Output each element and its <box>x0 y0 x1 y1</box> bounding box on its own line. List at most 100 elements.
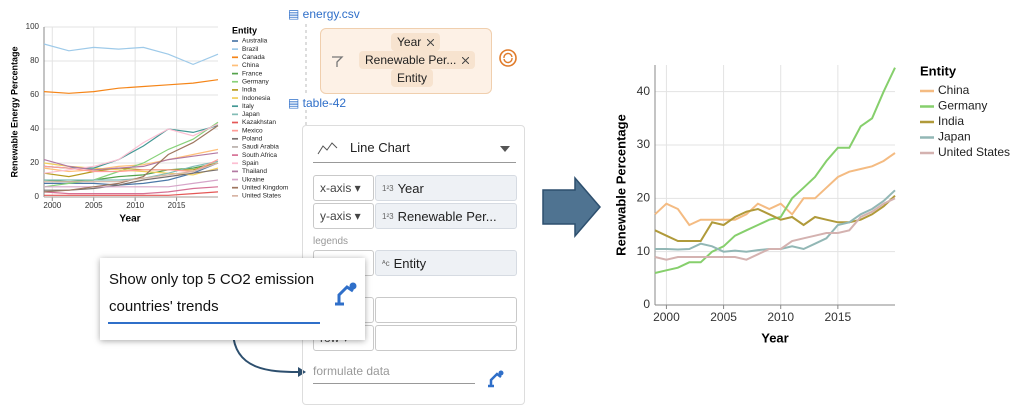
legend-label: Japan <box>242 111 260 118</box>
legend-label: Italy <box>242 103 255 110</box>
chip[interactable]: Year <box>391 33 441 51</box>
type-icon: ᴬc <box>382 258 390 268</box>
series-line <box>43 148 219 173</box>
legend-label: Germany <box>938 99 987 113</box>
link-arrow <box>232 332 299 373</box>
field[interactable]: ᴬc Entity <box>375 250 517 276</box>
derive-box: Year Renewable Per... Entity <box>320 28 492 94</box>
series-line <box>654 197 896 261</box>
y-tick-label: 20 <box>637 191 651 205</box>
y-tick-label: 20 <box>30 158 39 167</box>
series-line <box>44 179 219 188</box>
x-tick-label: 2005 <box>85 201 103 210</box>
legend-label: Spain <box>242 160 259 167</box>
chip-close[interactable] <box>427 38 435 46</box>
legend-label: India <box>938 114 964 128</box>
y-tick-label: 30 <box>637 137 651 151</box>
legend-label: Japan <box>938 130 971 144</box>
series-line <box>43 123 219 174</box>
legend-label: Brazil <box>242 46 259 53</box>
x-tick-label: 2000 <box>43 201 61 210</box>
x-tick-label: 2010 <box>767 310 794 324</box>
legend-label: Australia <box>242 38 268 45</box>
field[interactable]: 1²3 Renewable Per... <box>375 203 517 229</box>
prompt-line: countries' trends <box>109 298 219 315</box>
y-tick-label: 100 <box>26 22 40 31</box>
legend-label: China <box>938 83 970 97</box>
y-tick-label: 0 <box>643 297 650 311</box>
legend-label: Ukraine <box>242 176 265 183</box>
chip-close[interactable] <box>462 56 470 64</box>
legend-label: Mexico <box>242 127 263 134</box>
field[interactable] <box>375 297 517 323</box>
series-line <box>654 67 896 274</box>
legend-label: United Kingdom <box>242 184 288 191</box>
chart-icon <box>317 142 338 155</box>
series-line <box>43 162 219 178</box>
series-line <box>43 152 219 171</box>
legend-label: France <box>242 70 263 77</box>
chip-label: Entity <box>397 71 428 85</box>
channel: x-axis <box>320 181 352 195</box>
legend-label: Thailand <box>242 168 267 175</box>
series-line <box>44 160 219 181</box>
x-tick-label: 2005 <box>710 310 737 324</box>
legend-label: Poland <box>242 136 263 143</box>
legend-label: Germany <box>242 78 269 85</box>
x-tick-label: 2010 <box>126 201 144 210</box>
legend-label: Canada <box>242 54 265 61</box>
legend-label: Saudi Arabia <box>242 144 279 151</box>
y-axis-title: Renewable Percentage <box>613 114 628 256</box>
legend-title: Entity <box>920 63 957 78</box>
submit-button[interactable] <box>332 280 358 306</box>
y-axis-title: Renewable Energy Percentage <box>9 46 19 177</box>
refresh-button[interactable] <box>498 48 518 68</box>
prompt-box[interactable]: Show only top 5 CO2 emission countries' … <box>100 258 365 340</box>
legend-label: Indonesia <box>242 95 271 102</box>
formulate-input[interactable]: formulate data <box>313 364 475 384</box>
chip[interactable]: Renewable Per... <box>359 51 476 69</box>
legend-label: India <box>242 87 256 94</box>
source-file[interactable]: energy.csv <box>302 7 360 21</box>
dropdown-caret[interactable] <box>500 146 510 152</box>
type-icon: 1²3 <box>382 183 394 193</box>
series-line <box>44 162 219 183</box>
legend-label: China <box>242 62 259 69</box>
chip[interactable]: Entity <box>391 69 434 87</box>
y-tick-label: 60 <box>30 90 39 99</box>
formulate-button[interactable] <box>485 368 505 388</box>
table[interactable]: ▤ table-42 <box>288 96 347 110</box>
transform-arrow <box>542 175 601 239</box>
field-name: Entity <box>393 255 427 271</box>
y-tick-label: 10 <box>637 244 651 258</box>
source[interactable]: ▤ energy.csv <box>288 7 360 21</box>
series-line <box>44 191 219 196</box>
type-icon: 1²3 <box>382 211 394 221</box>
derive-icon <box>332 56 344 67</box>
field-name: Year <box>397 180 424 196</box>
x-tick-label: 2000 <box>653 310 680 324</box>
x-tick-label: 2015 <box>825 310 852 324</box>
channel: y-axis <box>320 209 352 223</box>
legend-label: United States <box>242 193 282 200</box>
y-tick-label: 0 <box>35 192 40 201</box>
field[interactable]: 1²3 Year <box>375 175 517 201</box>
field[interactable] <box>375 325 517 351</box>
prompt-line: Show only top 5 CO2 emission <box>109 271 315 288</box>
chart-type[interactable]: Line Chart <box>350 140 410 155</box>
x-tick-label: 2015 <box>168 201 186 210</box>
legend-label: Kazakhstan <box>242 119 276 126</box>
series-line <box>43 125 219 169</box>
x-axis-title: Year <box>761 330 788 345</box>
x-axis-title: Year <box>119 214 140 225</box>
legend-label: United States <box>938 145 1010 159</box>
section-label: legends <box>313 236 349 247</box>
chip-label: Renewable Per... <box>365 53 457 67</box>
series-line <box>43 186 219 195</box>
channel-select[interactable]: x-axis ▾ <box>313 175 374 201</box>
table-name[interactable]: table-42 <box>302 96 347 110</box>
series-line <box>43 79 219 94</box>
channel-select[interactable]: y-axis ▾ <box>313 203 374 229</box>
